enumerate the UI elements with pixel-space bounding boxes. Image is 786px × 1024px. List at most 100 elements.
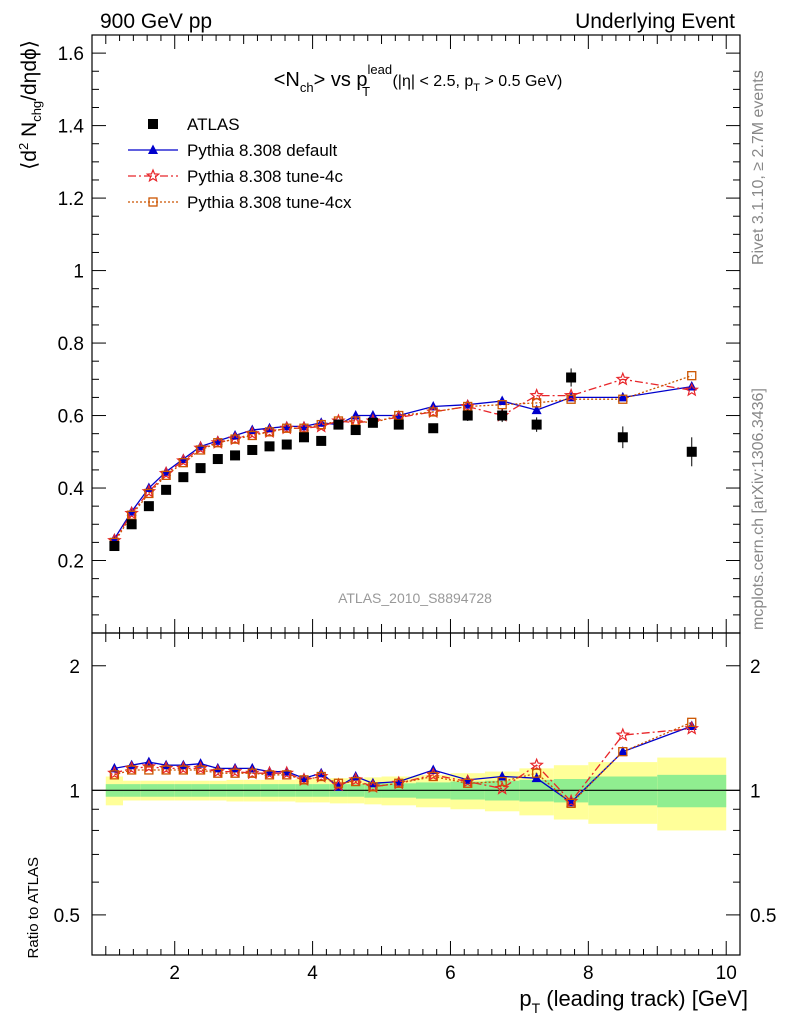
ylabel-part-b: N xyxy=(18,122,41,143)
title-cuts-b: > 0.5 GeV) xyxy=(480,73,562,90)
main-point-open-square xyxy=(497,400,507,410)
main-point-open-square xyxy=(230,434,240,444)
legend-marker-open-square xyxy=(148,197,158,207)
ratio-point-open-square xyxy=(333,778,344,788)
main-y-tick-label: 0.2 xyxy=(58,552,84,573)
main-point-open-square xyxy=(394,410,404,421)
ratio-point-open-square xyxy=(687,717,697,727)
ratio-point-open-square xyxy=(566,798,576,809)
rivet-version-label: Rivet 3.1.10, ≥ 2.7M events xyxy=(750,70,767,265)
ratio-point-open-square xyxy=(230,768,240,778)
mcplots-label: mcplots.cern.ch [arXiv:1306.3436] xyxy=(750,388,767,630)
main-point-open-square xyxy=(144,488,154,499)
atlas-data-point xyxy=(316,435,327,446)
main-point-open-square xyxy=(428,407,438,417)
main-y-tick-label: 1.2 xyxy=(58,189,84,210)
main-line-triangle xyxy=(113,385,692,540)
main-point-open-square xyxy=(282,423,292,433)
ratio-point-open-square xyxy=(161,765,171,775)
main-point-open-square xyxy=(161,470,171,480)
atlas-data-point xyxy=(497,410,508,421)
ratio-y-tick-label-right: 1 xyxy=(750,781,761,802)
ratio-point-open-square xyxy=(299,775,309,785)
ratio-point-open-square xyxy=(178,765,188,775)
x-tick-label: 4 xyxy=(307,963,318,984)
main-line-open-square xyxy=(113,375,692,543)
ratio-point-triangle xyxy=(617,746,628,756)
main-point-open-square xyxy=(566,394,576,404)
analysis-watermark: ATLAS_2010_S8894728 xyxy=(338,590,492,606)
legend-label: Pythia 8.308 tune-4c xyxy=(187,167,343,186)
main-point-triangle xyxy=(617,391,628,402)
main-point-open-square xyxy=(247,430,257,441)
main-point-star xyxy=(529,387,544,402)
main-point-triangle xyxy=(462,399,473,409)
main-point-open-square xyxy=(178,458,188,468)
ratio-point-open-square xyxy=(368,782,378,792)
ratio-point-open-square xyxy=(195,765,206,775)
atlas-data-point xyxy=(109,541,120,552)
ylabel-part-c: /dηdϕ⟩ xyxy=(18,40,41,101)
main-y-tick-label: 0.8 xyxy=(58,334,84,355)
main-y-tick-label: 1.4 xyxy=(58,117,85,138)
main-point-open-square xyxy=(687,371,697,381)
ratio-point-star xyxy=(615,727,631,742)
inner-band-bin xyxy=(657,774,727,808)
main-point-triangle xyxy=(393,410,404,420)
main-y-tick-label: 1.6 xyxy=(58,44,84,65)
main-point-triangle xyxy=(281,420,292,431)
atlas-data-point xyxy=(161,484,172,495)
x-tick-label: 8 xyxy=(583,963,594,984)
series-markers xyxy=(107,368,700,809)
ratio-y-tick-label: 2 xyxy=(69,657,80,678)
x-tick-label: 10 xyxy=(716,963,737,984)
legend-label: Pythia 8.308 tune-4cx xyxy=(187,193,352,212)
ratio-point-open-square xyxy=(463,778,473,788)
main-point-triangle xyxy=(212,435,223,445)
header-right-label: Underlying Event xyxy=(575,10,735,33)
main-point-star xyxy=(615,371,631,386)
main-y-tick-label: 0.6 xyxy=(58,407,84,428)
xlabel-sub: T xyxy=(532,1000,541,1016)
main-point-open-square xyxy=(264,427,275,437)
title-cuts-sub: T xyxy=(473,82,480,94)
main-point-open-square xyxy=(213,438,223,448)
main-point-star xyxy=(684,382,700,397)
ratio-point-triangle xyxy=(333,781,344,791)
ratio-y-tick-label: 1 xyxy=(69,781,80,802)
atlas-data-point xyxy=(126,519,137,530)
main-point-open-square xyxy=(195,445,206,455)
title-main-sub: ch xyxy=(300,80,314,95)
atlas-data-point xyxy=(367,417,378,428)
ratio-point-open-square xyxy=(531,768,542,778)
legend-marker-square xyxy=(148,119,158,129)
main-point-open-square xyxy=(531,398,542,408)
ratio-y-tick-label-right: 2 xyxy=(750,657,761,678)
main-point-open-square xyxy=(351,416,361,426)
ratio-line-triangle xyxy=(114,725,692,804)
ratio-point-open-square xyxy=(144,765,154,775)
atlas-data-point xyxy=(247,444,258,455)
main-y-tick-label: 1 xyxy=(73,262,84,283)
legend-marker-star xyxy=(145,168,161,183)
ratio-y-axis-label: Ratio to ATLAS xyxy=(25,857,42,958)
ratio-point-open-square xyxy=(497,776,507,787)
xlabel-part-b: (leading track) [GeV] xyxy=(540,986,748,1011)
title-cuts-a: (|η| < 2.5, p xyxy=(388,73,473,90)
atlas-data-point xyxy=(686,446,697,457)
main-point-triangle xyxy=(298,420,309,431)
title-vs-sup: lead xyxy=(368,62,393,77)
ratio-point-open-square xyxy=(247,768,257,778)
ratio-point-open-square xyxy=(213,768,223,778)
atlas-data-point xyxy=(350,425,361,436)
main-point-open-square xyxy=(618,394,628,404)
x-tick-label: 2 xyxy=(169,963,180,984)
main-line-star xyxy=(113,378,692,541)
ratio-point-star xyxy=(494,780,510,795)
header-left-label: 900 GeV pp xyxy=(100,10,212,33)
ratio-point-triangle xyxy=(686,720,697,731)
atlas-data-point xyxy=(281,439,292,450)
main-point-open-square xyxy=(126,510,137,520)
main-y-tick-label: 0.4 xyxy=(58,479,85,500)
